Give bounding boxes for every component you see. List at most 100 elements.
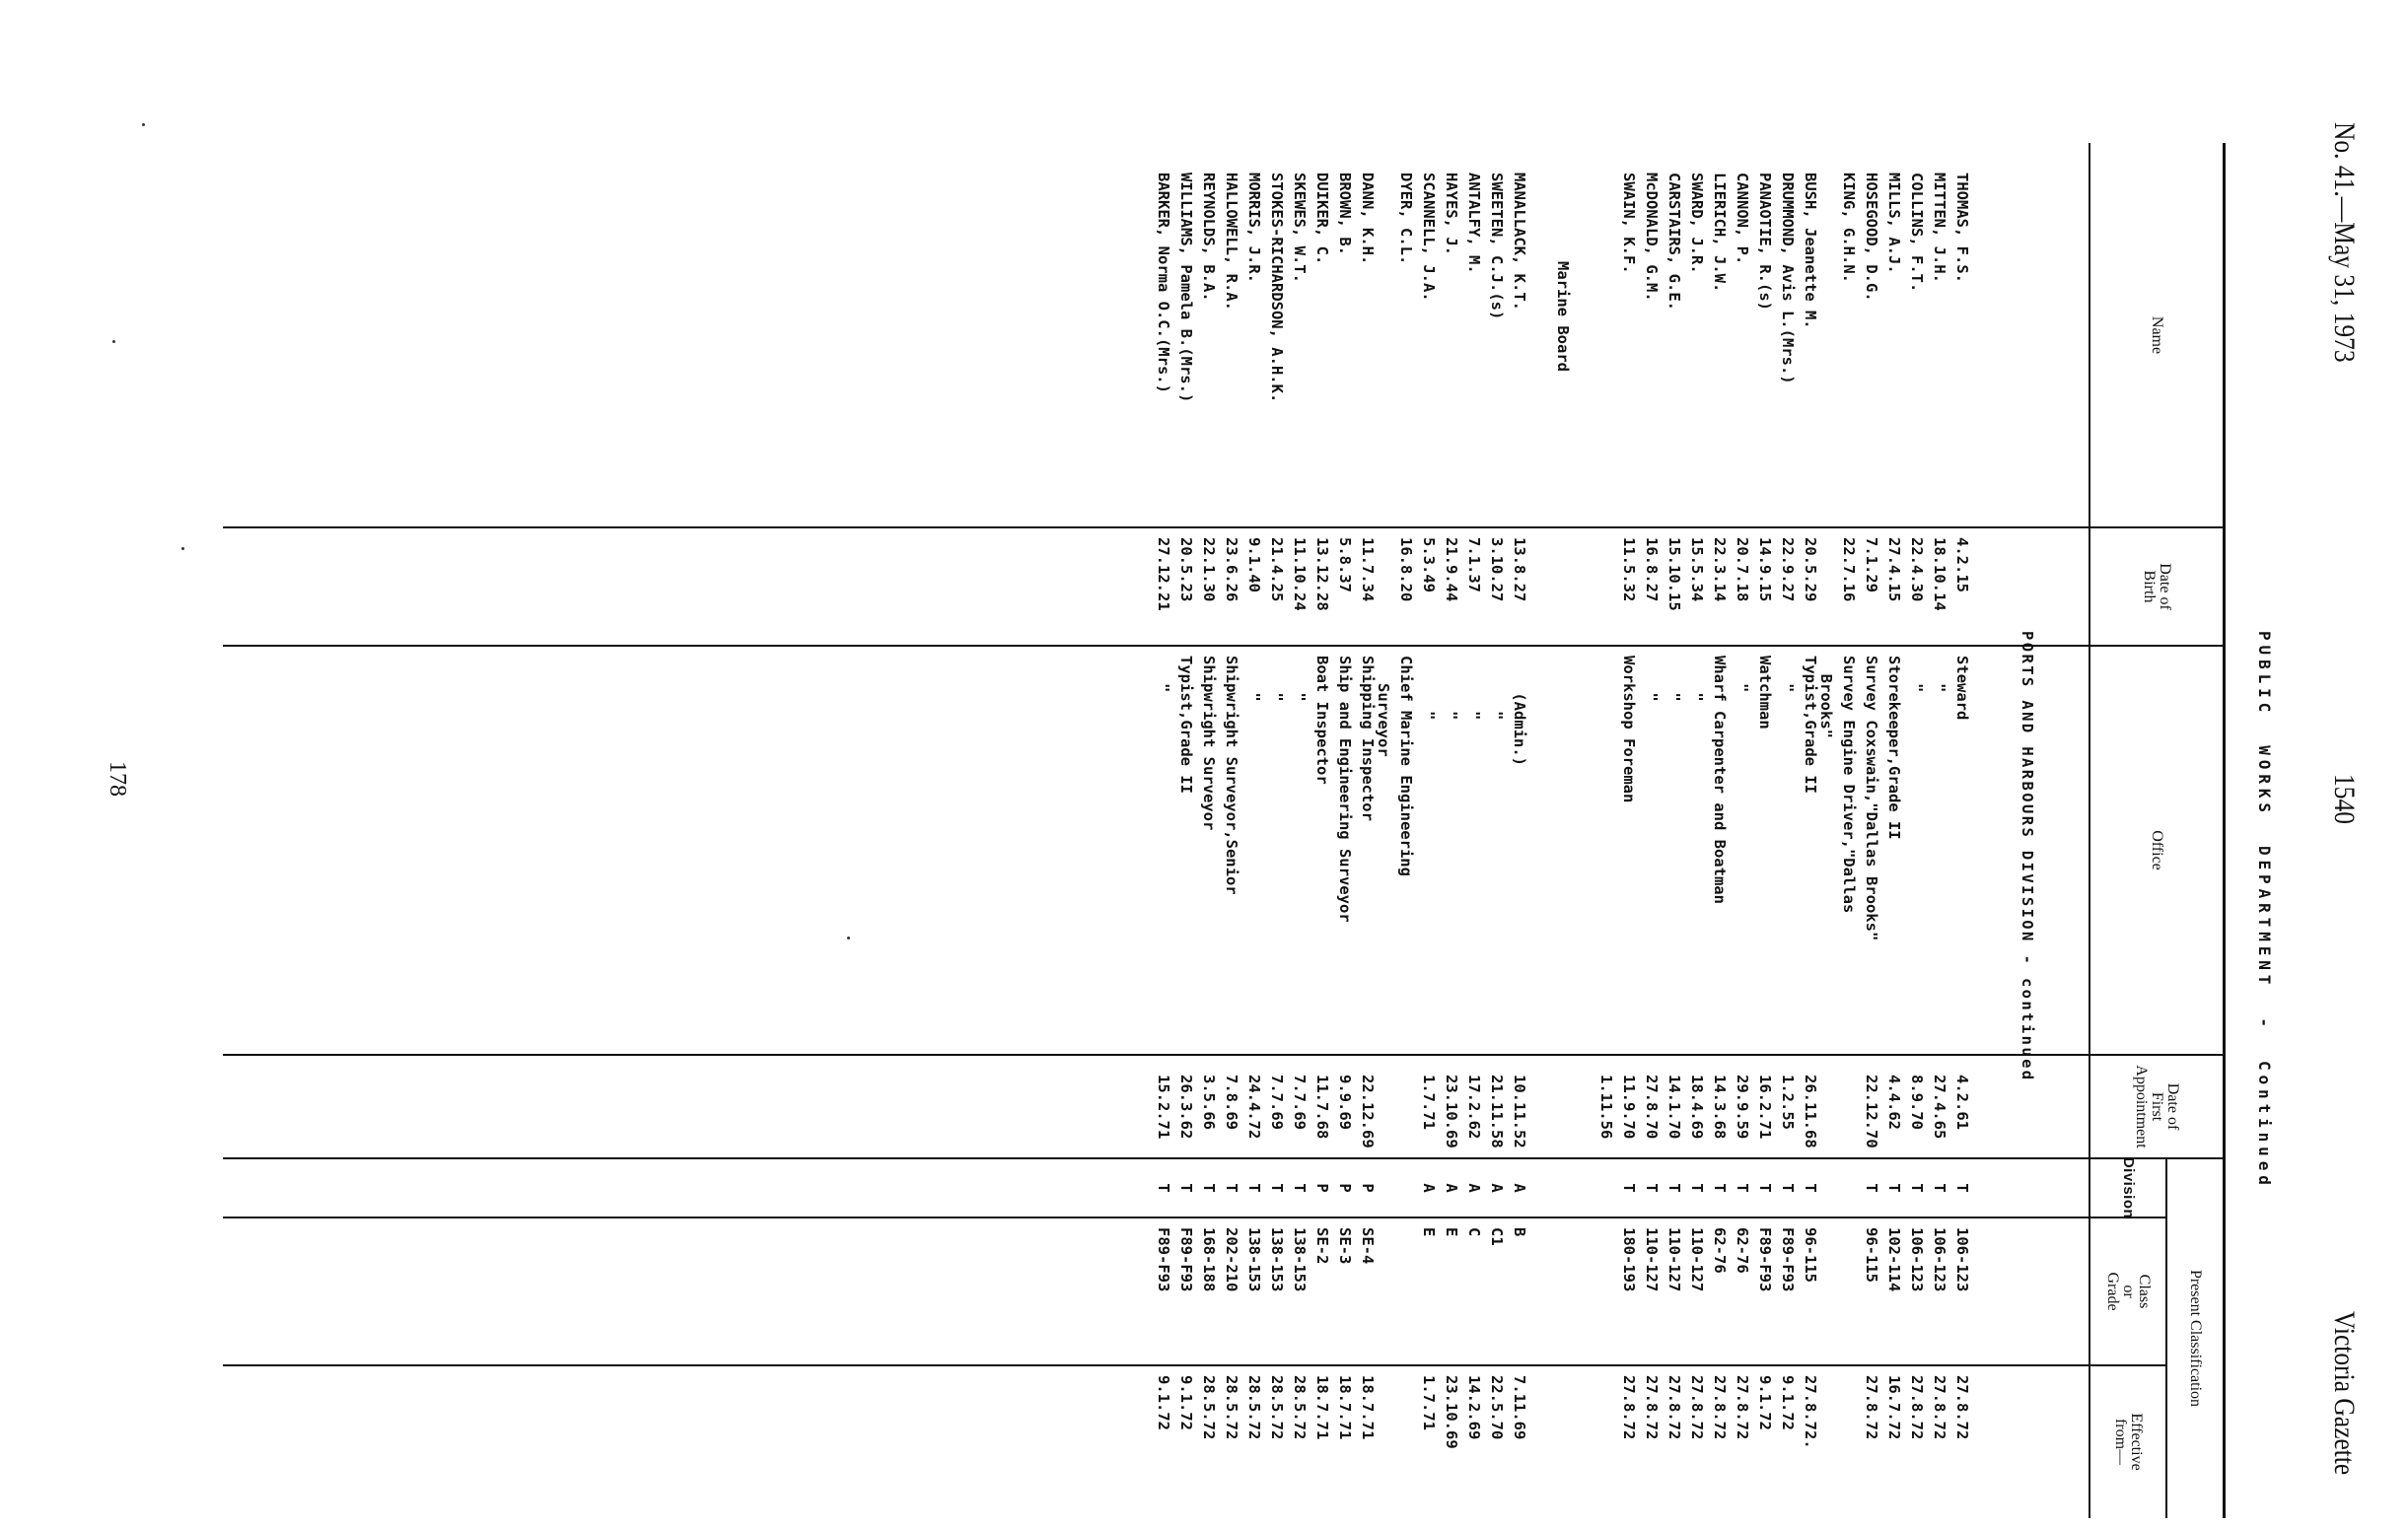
dob-cell: 15.10.15 [1665,537,1683,611]
office-cell: Typist,Grade II [1802,656,1819,794]
appointment-cell: 22.12.70 [1863,1075,1880,1148]
section-title: PORTS AND HARBOURS DIVISION - continued [2018,631,2036,1082]
dob-cell: 18.10.14 [1931,537,1948,611]
appointment-cell: 11.7.68 [1313,1075,1331,1140]
office-cell: " [1779,656,1797,693]
dob-cell: 7.1.29 [1863,537,1880,592]
group-3-effective-from-column: 18.7.71 18.7.71 18.7.71 28.5.72 28.5.72 28.5.… [1152,1375,1379,1439]
class-grade-cell: 110-127 [1665,1227,1683,1292]
office-cell: " [1155,656,1172,693]
group-0-office-column: Steward " " Storekeeper,Grade II Survey Co… [1814,656,1973,940]
header-present-classification: Present Classification [2187,1269,2204,1408]
effective-from-cell: 28.5.72 [1223,1375,1240,1440]
class-grade-cell: 110-127 [1688,1227,1706,1292]
effective-from-cell: 27.8.72 [1665,1375,1683,1440]
effective-from-cell: 27.8.72 [1688,1375,1706,1440]
appointment-cell: 16.2.71 [1756,1075,1774,1140]
effective-from-cell: 28.5.72 [1245,1375,1263,1440]
group-3-office-column: Shipping Inspector Ship and Engineering S… [1152,656,1401,923]
name-cell: BROWN, B. [1336,173,1354,255]
name-cell: SWARD, J.R. [1688,173,1706,274]
appointment-cell: 15.2.71 [1155,1075,1172,1140]
division-cell: P [1359,1183,1377,1193]
office-cell: " [1908,656,1926,693]
division-cell: A [1511,1183,1528,1193]
footer-page-number: 178 [105,761,130,797]
name-cell: MANALLACK, K.T. [1511,173,1528,311]
appointment-cell: 14.1.70 [1665,1075,1683,1140]
name-cell: LIERICH, J.W. [1711,173,1729,293]
dob-cell: 27.12.21 [1155,537,1172,611]
name-cell: STOKES-RICHARDSON, A.H.K. [1268,173,1286,403]
name-cell: BUSH, Jeanette M. [1802,173,1819,329]
dob-cell: 15.5.34 [1688,537,1706,602]
division-cell: A [1488,1183,1506,1193]
class-grade-cell: F89-F93 [1779,1227,1797,1292]
group-0-class-grade-column: 106-123 106-123 106-123 102-114 96-115 [1860,1227,1973,1291]
office-cell: " [1291,656,1309,702]
effective-from-cell: 23.10.69 [1443,1375,1460,1449]
table-top-rule [2223,143,2226,1518]
division-cell: T [1665,1183,1683,1193]
office-cell: " [1420,656,1438,721]
effective-from-cell: 27.8.72 [1734,1375,1751,1440]
effective-from-cell: 27.8.72 [1931,1375,1948,1440]
class-grade-cell: 62-76 [1711,1227,1729,1274]
office-cell: " [1488,656,1506,721]
office-cell [1379,656,1401,923]
appointment-cell: 4.4.62 [1885,1075,1903,1130]
appointment-cell: 24.4.72 [1245,1075,1263,1140]
group-3-class-grade-column: SE-4 SE-3 SE-2 138-153 138-153 138-153 202-210… [1152,1227,1379,1291]
dob-cell: 27.4.15 [1885,537,1903,602]
office-cell: " [1245,656,1263,702]
office-cell: Ship and Engineering Surveyor [1336,656,1354,923]
effective-from-cell: 28.5.72 [1291,1375,1309,1440]
group-1-office-column: Typist,Grade II " Watchman " Wharf Carpent… [1617,656,1821,904]
group-1-appointment-column: 26.11.68 1.2.55 16.2.71 29.9.59 14.3.68 18.4.… [1594,1075,1821,1148]
division-cell: T [1291,1183,1309,1193]
office-cell: " [1465,656,1483,721]
class-grade-cell: 106-123 [1953,1227,1971,1292]
scan-speck [142,123,145,126]
class-grade-cell: 102-114 [1885,1227,1903,1292]
dob-cell: 11.10.24 [1291,537,1309,611]
appointment-cell: 27.8.70 [1643,1075,1661,1140]
name-cell: THOMAS, F.S. [1953,173,1971,283]
appointment-cell: 29.9.59 [1734,1075,1751,1140]
office-cell: Shipwright Surveyor [1200,656,1218,831]
office-cell: " [1268,656,1286,702]
name-cell: CANNON, P. [1734,173,1751,265]
division-cell: T [1953,1183,1971,1193]
group-0-name-column: THOMAS, F.S. MITTEN, J.H. COLLINS, F.T. MIL… [1837,173,1973,302]
appointment-cell: 1.2.55 [1779,1075,1797,1130]
class-grade-cell: SE-2 [1313,1227,1331,1265]
issue-date: No. 41.—May 31, 1973 [2328,122,2361,363]
dob-cell: 22.3.14 [1711,537,1729,602]
division-cell: A [1443,1183,1460,1193]
office-cell: " [1734,656,1751,693]
division-cell: T [1711,1183,1729,1193]
header-effective-from: Effective from— [2112,1413,2145,1471]
group-heading-marine-board: Marine Board [1554,261,1572,372]
group-2-class-grade-column: B C1 C E E [1417,1227,1530,1246]
effective-from-cell: 16.7.72 [1885,1375,1903,1440]
name-cell: MORRIS, J.R. [1245,173,1263,283]
dob-cell: 22.1.30 [1200,537,1218,602]
appointment-cell: 14.3.68 [1711,1075,1729,1140]
class-grade-cell: F89-F93 [1756,1227,1774,1292]
group-1-class-grade-column: 96-115 F89-F93 F89-F93 62-76 62-76 110-127 110… [1617,1227,1821,1291]
group-3-appointment-column: 22.12.69 9.9.69 11.7.68 7.7.69 7.7.69 24.4.72… [1152,1075,1379,1148]
name-cell: McDONALD, G.M. [1643,173,1661,302]
class-grade-cell: 138-153 [1291,1227,1309,1292]
effective-from-cell: 27.8.72 [1908,1375,1926,1440]
class-grade-cell: 138-153 [1245,1227,1263,1292]
office-cell: " [1931,656,1948,693]
division-cell: T [1802,1183,1819,1193]
class-grade-cell: E [1443,1227,1460,1237]
appointment-cell: 9.9.69 [1336,1075,1354,1130]
dob-cell: 3.10.27 [1488,537,1506,602]
header-appointment: Date of First Appointment [2133,1065,2181,1148]
effective-from-cell: 22.5.70 [1488,1375,1506,1440]
